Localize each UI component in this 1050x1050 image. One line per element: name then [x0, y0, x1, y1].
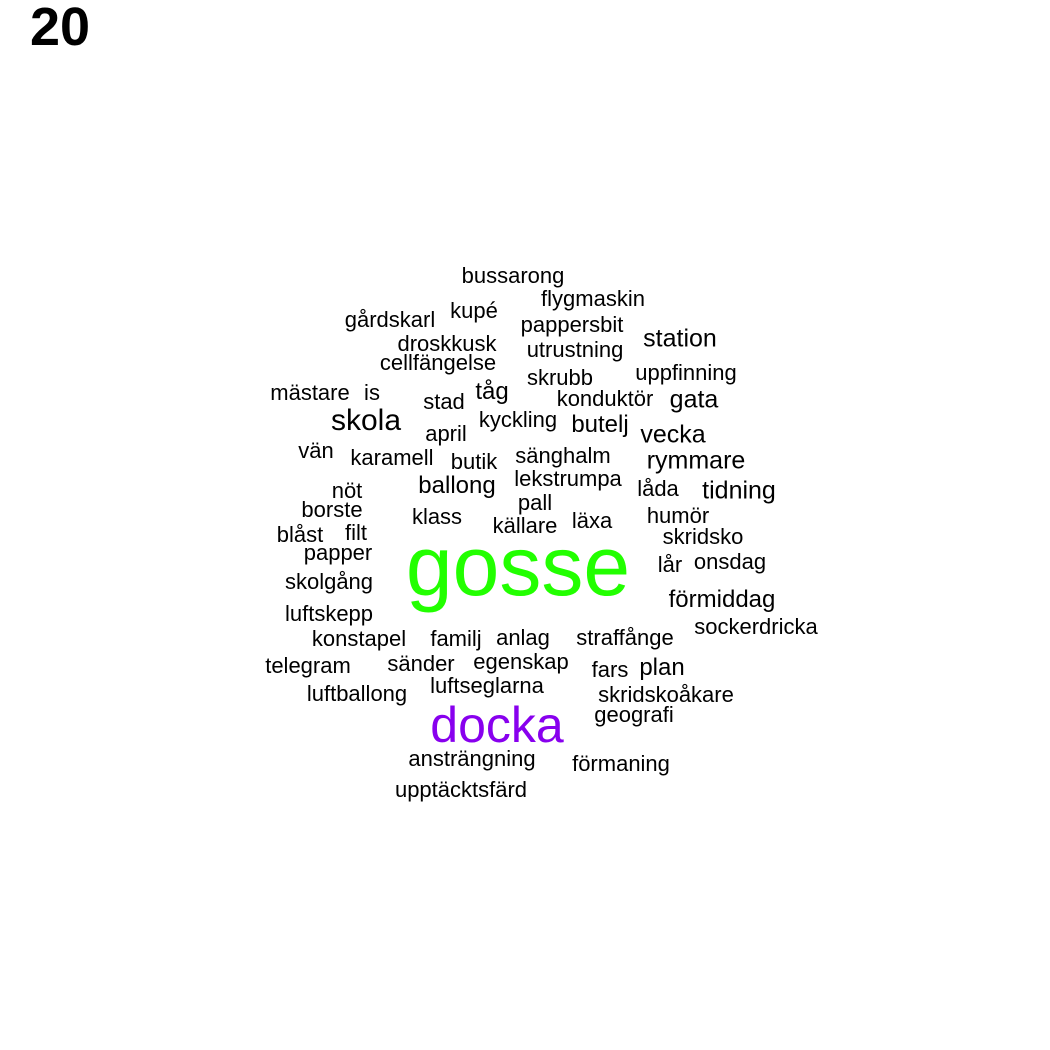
word-tag: tåg — [475, 378, 509, 405]
word-stad: stad — [423, 389, 465, 414]
word-pall: pall — [517, 490, 553, 515]
word-kallare: källare — [492, 513, 558, 538]
word-papper: papper — [303, 540, 373, 565]
word-familj: familj — [430, 626, 482, 651]
word-skolgang: skolgång — [284, 569, 374, 594]
word-vecka: vecka — [640, 420, 706, 449]
word-tidning: tidning — [702, 476, 776, 505]
word-borste: borste — [301, 497, 363, 522]
word-sander: sänder — [387, 651, 455, 676]
word-kyckling: kyckling — [478, 407, 558, 432]
word-gata: gata — [669, 385, 719, 414]
word-geografi: geografi — [594, 702, 674, 727]
word-pappersbit: pappersbit — [520, 312, 624, 337]
word-is: is — [364, 380, 380, 405]
word-ballong: ballong — [418, 472, 496, 499]
word-egenskap: egenskap — [473, 649, 569, 674]
word-sockerdricka: sockerdricka — [694, 614, 818, 639]
word-gardskarl: gårdskarl — [344, 307, 436, 332]
word-laxa: läxa — [571, 508, 613, 533]
word-telegram: telegram — [265, 653, 351, 678]
word-skrubb: skrubb — [526, 365, 594, 390]
word-droskkusk: droskkusk — [397, 331, 497, 356]
word-butik: butik — [450, 449, 498, 474]
word-plan: plan — [639, 654, 685, 681]
word-lar: lår — [657, 552, 683, 577]
word-lada: låda — [637, 476, 679, 501]
word-butelj: butelj — [571, 411, 629, 438]
word-karamell: karamell — [350, 445, 434, 470]
word-formiddag: förmiddag — [668, 586, 776, 613]
word-skola: skola — [330, 404, 402, 437]
word-skridskoakare: skridskoåkare — [598, 682, 734, 707]
word-konduktor: konduktör — [556, 386, 654, 411]
word-filt: filt — [345, 520, 367, 545]
word-flygmaskin: flygmaskin — [541, 286, 645, 311]
word-anlag: anlag — [496, 625, 550, 650]
word-luftballong: luftballong — [306, 681, 408, 706]
word-konstapel: konstapel — [311, 626, 407, 651]
word-lekstrumpa: lekstrumpa — [514, 466, 622, 491]
word-blast: blåst — [276, 522, 324, 547]
page-number: 20 — [30, 0, 91, 57]
word-luftskepp: luftskepp — [284, 601, 374, 626]
word-kupe: kupé — [450, 298, 498, 323]
word-april: april — [425, 421, 467, 446]
word-not: nöt — [331, 478, 363, 503]
word-luftseglarna: luftseglarna — [430, 673, 544, 698]
word-sanghalm: sänghalm — [515, 443, 611, 468]
word-fars: fars — [591, 657, 629, 682]
word-mastare: mästare — [270, 380, 350, 405]
word-uppfinning: uppfinning — [635, 360, 737, 385]
word-utrustning: utrustning — [526, 337, 624, 362]
word-upptacktsfard: upptäcktsfärd — [394, 777, 528, 802]
word-gosse: gosse — [405, 519, 631, 613]
word-rymmare: rymmare — [646, 446, 746, 475]
word-onsdag: onsdag — [693, 549, 767, 574]
word-straffange: straffånge — [576, 625, 674, 650]
word-humor: humör — [646, 503, 710, 528]
word-formaning: förmaning — [572, 751, 670, 776]
word-skridsko: skridsko — [662, 524, 744, 549]
word-cellfangelse: cellfängelse — [379, 350, 497, 375]
word-van: vän — [298, 438, 334, 463]
word-bussarong: bussarong — [461, 263, 565, 288]
word-klass: klass — [411, 504, 463, 529]
word-anstrangning: ansträngning — [408, 746, 536, 771]
word-docka: docka — [430, 697, 564, 753]
word-station: station — [643, 324, 717, 353]
